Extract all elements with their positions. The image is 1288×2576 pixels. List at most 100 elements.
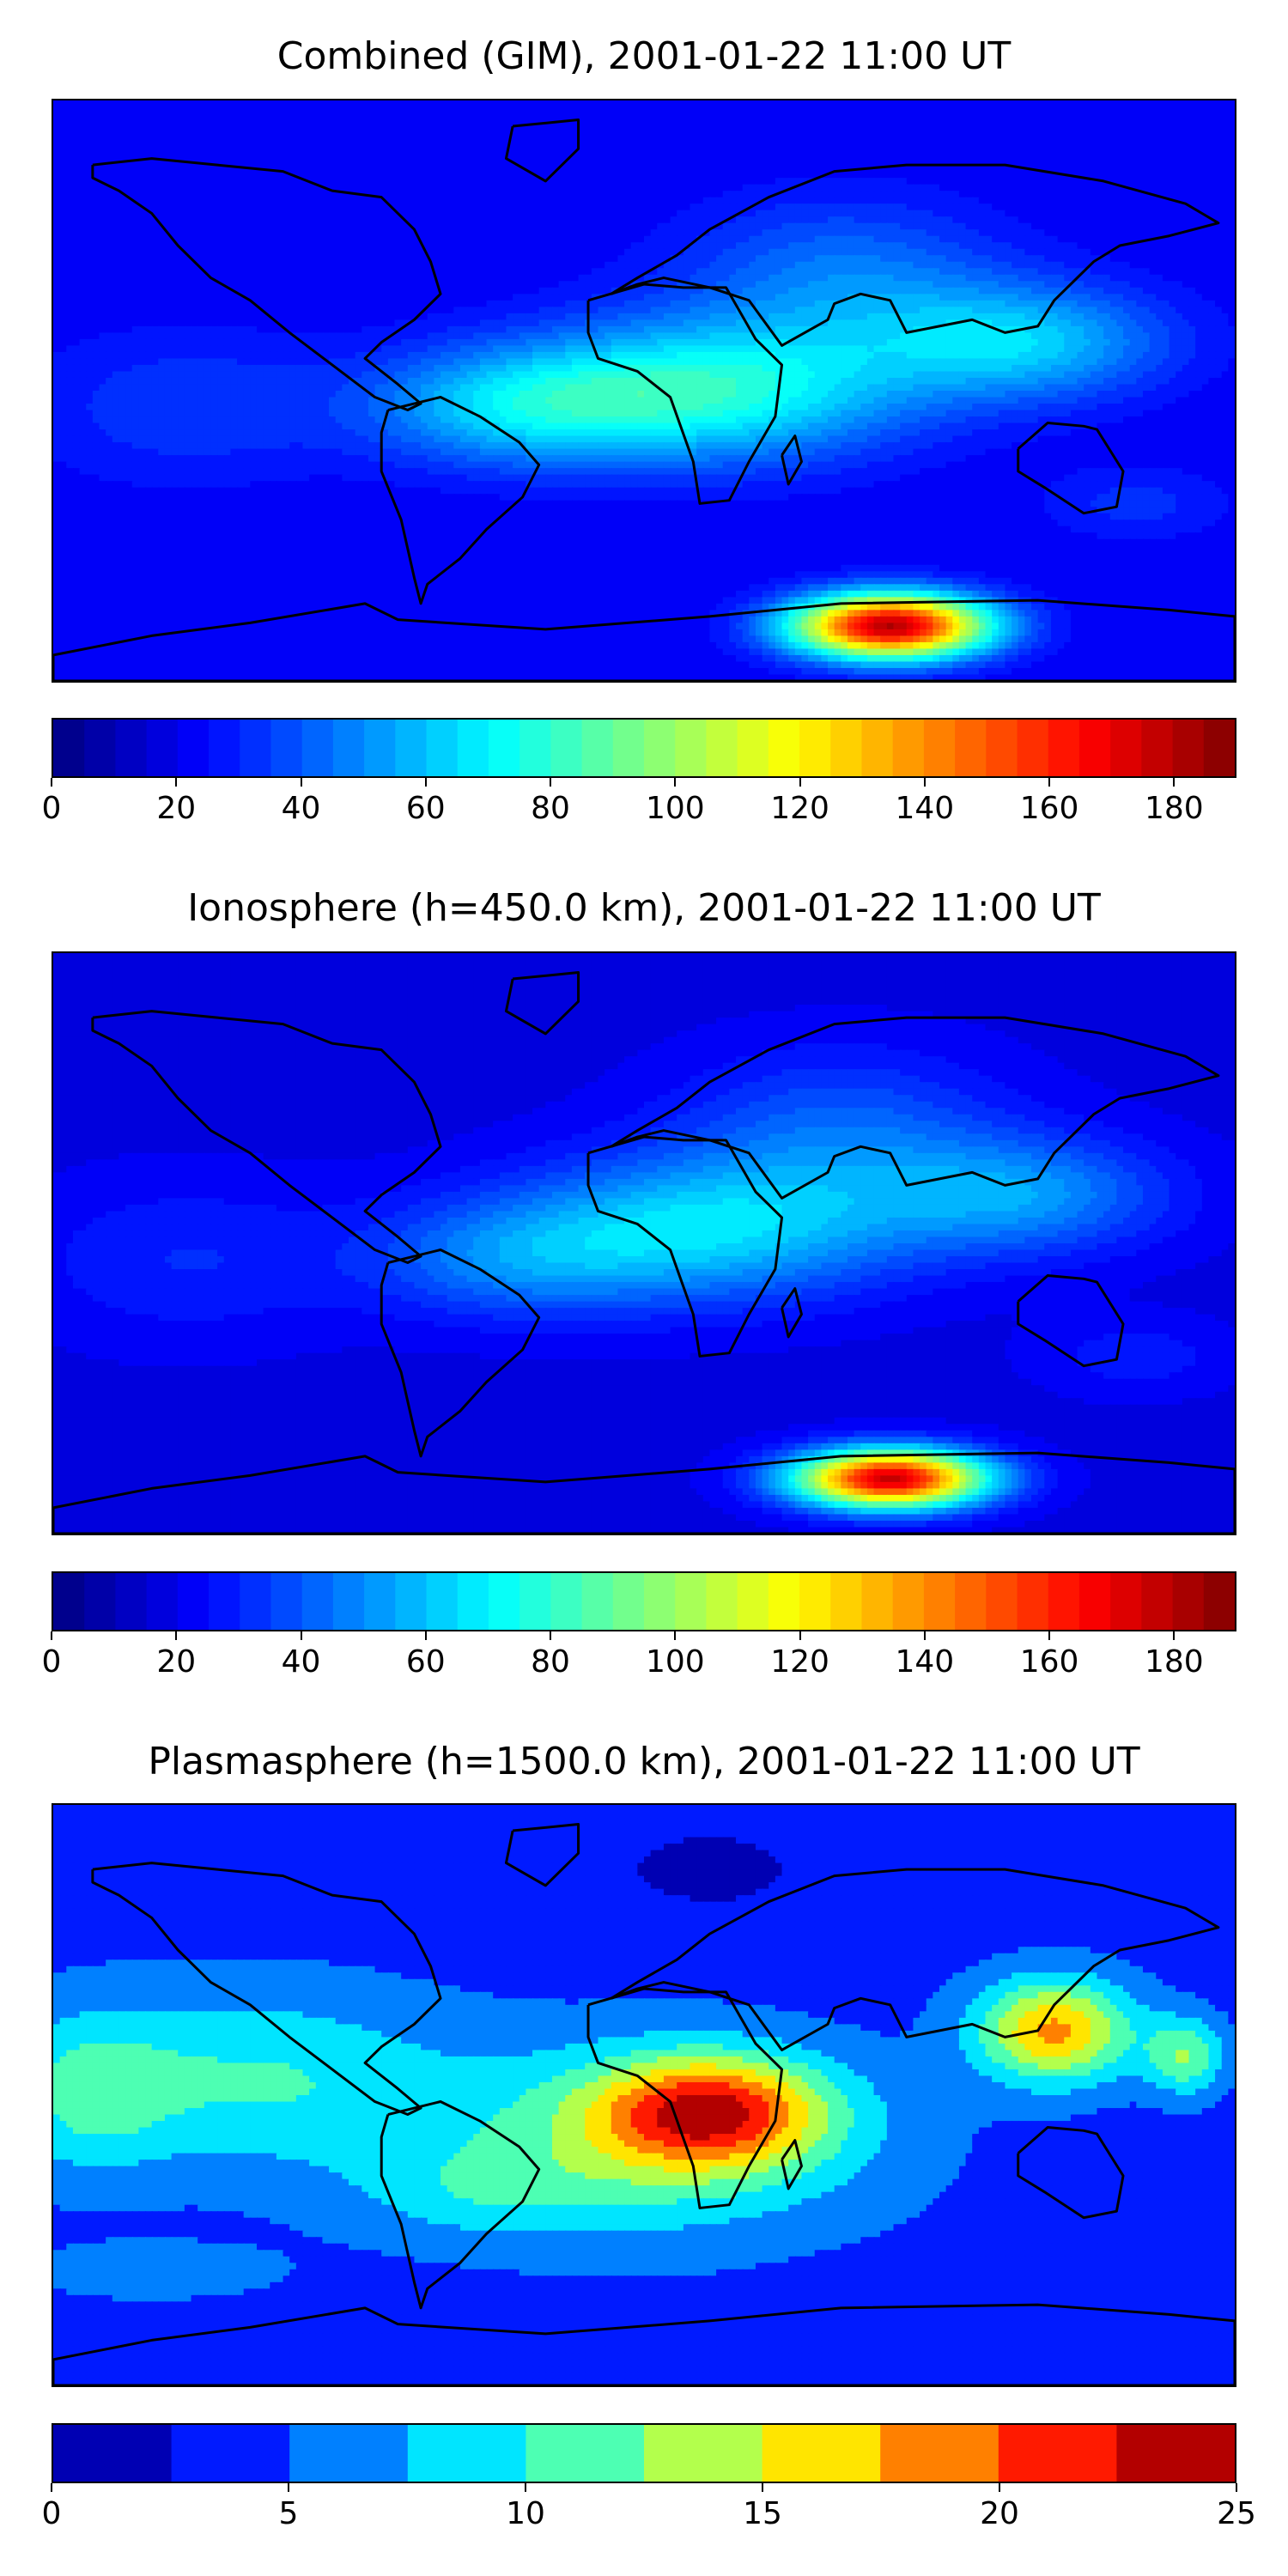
colorbar-tick-label: 15 (743, 2497, 782, 2531)
coastline-australia (1018, 2128, 1123, 2218)
coastline-greenland (506, 973, 578, 1034)
colorbar-tick-label: 40 (282, 792, 321, 826)
colorbar-segment (457, 720, 489, 776)
colorbar-tick (674, 778, 677, 787)
panel-3-contour-map (53, 1805, 1235, 2385)
colorbar-segment (488, 1573, 520, 1630)
colorbar-segment (799, 720, 831, 776)
colorbar-segment (519, 720, 552, 776)
panel-3-map (52, 1803, 1236, 2387)
coastline-antarctica (53, 1453, 1235, 1534)
colorbar-segment (830, 720, 863, 776)
coastline-south-america (381, 1250, 538, 1456)
colorbar-segment (1172, 1573, 1205, 1630)
colorbar-segment (737, 1573, 769, 1630)
colorbar-tick-label: 180 (1145, 792, 1204, 826)
panel-1-map (52, 99, 1236, 683)
colorbar-segment (644, 2425, 763, 2482)
colorbar-tick (762, 2483, 763, 2492)
colorbar-tick-label: 100 (646, 792, 705, 826)
colorbar-tick (525, 2483, 526, 2492)
colorbar-segment (332, 720, 365, 776)
colorbar-tick-label: 180 (1145, 1645, 1204, 1680)
colorbar-segment (706, 1573, 738, 1630)
colorbar-segment (799, 1573, 831, 1630)
colorbar-tick-label: 140 (895, 1645, 954, 1680)
colorbar-segment (209, 720, 240, 776)
colorbar-segment (1078, 1573, 1111, 1630)
coastline-eurasia (611, 1018, 1218, 1198)
colorbar-tick-label: 80 (531, 1645, 570, 1680)
colorbar-tick (1048, 1631, 1051, 1640)
coastline-north-america (93, 1863, 440, 2115)
colorbar-segment (1017, 1573, 1049, 1630)
colorbar-tick-label: 25 (1217, 2497, 1256, 2531)
colorbar-segment (998, 2425, 1118, 2482)
coastline-antarctica (53, 600, 1235, 681)
colorbar-segment (581, 1573, 614, 1630)
panel-2-colorbar (52, 1571, 1236, 1631)
colorbar-segment (892, 720, 925, 776)
colorbar-segment (426, 720, 459, 776)
colorbar-segment (457, 1573, 489, 1630)
colorbar-tick (424, 1631, 427, 1640)
coastline-africa (588, 1137, 782, 1356)
colorbar-segment (519, 1573, 552, 1630)
colorbar-segment (923, 1573, 956, 1630)
colorbar-segment (115, 1573, 148, 1630)
colorbar-tick-label: 160 (1020, 1645, 1079, 1680)
colorbar-segment (1116, 2425, 1235, 2482)
colorbar-segment (955, 1573, 987, 1630)
colorbar-segment (762, 2425, 881, 2482)
colorbar-tick-label: 40 (282, 1645, 321, 1680)
colorbar-segment (955, 720, 987, 776)
panel-1-colorbar (52, 718, 1236, 778)
coastline-south-america (381, 398, 538, 604)
colorbar-tick-label: 80 (531, 792, 570, 826)
panel-1-colorbar-ticks: 0 20 40 60 80 100 120 140 160 180 (42, 778, 1236, 826)
colorbar-tick (51, 778, 52, 787)
colorbar-segment (84, 1573, 117, 1630)
coastline-north-america (93, 1012, 440, 1263)
colorbar-segment (1110, 1573, 1143, 1630)
colorbar-segment (550, 1573, 583, 1630)
colorbar-tick (799, 778, 801, 787)
coastline-north-america (93, 159, 440, 410)
colorbar-segment (53, 720, 85, 776)
colorbar-tick-label: 20 (980, 2497, 1019, 2531)
colorbar-segment (407, 2425, 527, 2482)
colorbar-tick (999, 2483, 1000, 2492)
colorbar-tick-label: 0 (42, 2497, 62, 2531)
colorbar-segment (209, 1573, 240, 1630)
colorbar-tick (799, 1631, 801, 1640)
colorbar-segment (737, 720, 769, 776)
coastline-australia (1018, 423, 1123, 513)
coastline-greenland (506, 120, 578, 181)
colorbar-segment (861, 720, 894, 776)
colorbar-segment (1048, 720, 1080, 776)
coastline-australia (1018, 1276, 1123, 1366)
colorbar-segment (675, 1573, 708, 1630)
colorbar-tick (1048, 778, 1051, 787)
colorbar-segment (550, 720, 583, 776)
panel-2-title: Ionosphere (h=450.0 km), 2001-01-22 11:0… (0, 886, 1288, 931)
colorbar-tick (424, 778, 427, 787)
colorbar-segment (1048, 1573, 1080, 1630)
colorbar-tick-label: 120 (770, 792, 829, 826)
colorbar-segment (171, 2425, 290, 2482)
coastline-south-america (381, 2102, 538, 2308)
colorbar-tick (1236, 2483, 1237, 2492)
colorbar-segment (892, 1573, 925, 1630)
colorbar-tick-label: 5 (279, 2497, 299, 2531)
colorbar-tick (288, 2483, 289, 2492)
panel-2-colorbar-ticks: 0 20 40 60 80 100 120 140 160 180 (42, 1631, 1236, 1680)
colorbar-segment (301, 720, 334, 776)
colorbar-segment (1141, 720, 1174, 776)
colorbar-tick-label: 100 (646, 1645, 705, 1680)
coastline-madagascar (782, 436, 802, 484)
colorbar-tick (923, 778, 926, 787)
colorbar-segment (395, 1573, 428, 1630)
colorbar-tick-label: 120 (770, 1645, 829, 1680)
colorbar-segment (644, 720, 676, 776)
colorbar-segment (115, 720, 148, 776)
